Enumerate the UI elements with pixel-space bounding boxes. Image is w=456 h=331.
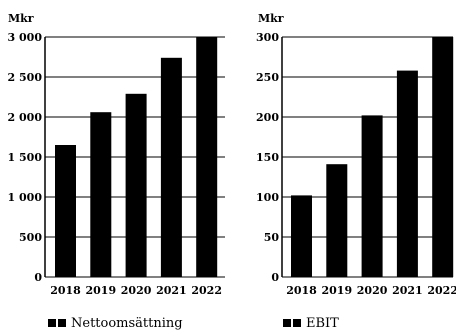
y-tick-label: 500: [19, 231, 42, 244]
y-tick-label: 200: [256, 111, 279, 124]
y-tick-label: 0: [34, 271, 42, 284]
y-tick-label: 250: [256, 71, 279, 84]
x-tick-label: 2018: [286, 284, 317, 297]
x-tick-label: 2021: [156, 284, 187, 297]
x-tick-label: 2020: [121, 284, 152, 297]
bar: [432, 37, 454, 277]
y-tick-label: 50: [264, 231, 280, 244]
y-tick-label: 1 000: [8, 191, 43, 204]
bar: [396, 70, 418, 277]
bar: [160, 57, 182, 277]
bar: [291, 195, 312, 277]
x-tick-label: 2019: [321, 284, 352, 297]
chart-ebit: Mkr 0 50 100 150 200 250 300 2018 2019 2020 2021 202…: [256, 12, 456, 331]
x-tick-label: 2021: [392, 284, 423, 297]
y-tick-label: 2 000: [8, 111, 43, 124]
bar: [90, 112, 112, 277]
legend-swatch: [58, 319, 66, 327]
legend-swatch: [48, 319, 56, 327]
bar: [361, 115, 383, 278]
x-tick-label: 2019: [85, 284, 116, 297]
bar: [326, 164, 348, 277]
unit-label: Mkr: [8, 12, 34, 25]
y-tick-label: 100: [256, 191, 279, 204]
x-tick-label: 2020: [357, 284, 388, 297]
y-tick-label: 150: [256, 151, 279, 164]
bar: [196, 37, 218, 277]
unit-label: Mkr: [258, 12, 284, 25]
x-tick-label: 2022: [191, 284, 222, 297]
legend-label: Nettoomsättning: [71, 316, 183, 331]
y-tick-label: 2 500: [8, 71, 43, 84]
legend-swatch: [293, 319, 301, 327]
legend-label: EBIT: [306, 316, 339, 331]
chart-nettoomsattning: Mkr 0 500 1 000 1 500 2 000 2 500 3 000 2018 2019…: [8, 12, 225, 331]
x-tick-label: 2022: [427, 284, 456, 297]
y-tick-label: 0: [271, 271, 279, 284]
y-tick-label: 3 000: [8, 31, 43, 44]
x-tick-label: 2018: [50, 284, 81, 297]
legend-swatch: [283, 319, 291, 327]
y-tick-label: 1 500: [8, 151, 43, 164]
bar: [125, 93, 147, 277]
bar: [55, 145, 76, 277]
y-tick-label: 300: [256, 31, 279, 44]
